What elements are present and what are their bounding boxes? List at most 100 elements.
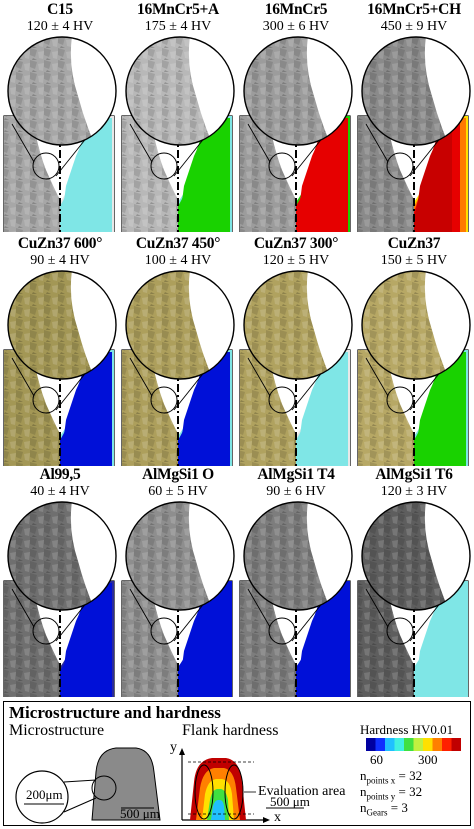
detail-marker (386, 386, 414, 414)
material-name: CuZn37 600° (17, 235, 103, 252)
tooth-profile (4, 581, 60, 697)
detail-marker (268, 386, 296, 414)
tooth-profile (358, 116, 414, 232)
micrograph-figure (239, 270, 353, 466)
detail-marker (150, 152, 178, 180)
zoom-circle (125, 36, 235, 146)
tooth-profile (240, 350, 296, 466)
tooth-profile (122, 116, 178, 232)
detail-marker (150, 617, 178, 645)
hardness-colorbar (366, 738, 461, 751)
zoom-circle (243, 36, 353, 146)
material-cell: CuZn37 300° 120 ± 5 HV (238, 236, 354, 468)
zoom-circle (7, 270, 117, 380)
material-name: CuZn37 (387, 235, 441, 252)
hardness-value: 60 ± 5 HV (148, 484, 208, 499)
micrograph-figure (239, 501, 353, 697)
legend-graphics (15, 738, 461, 824)
material-cell: CuZn37 600° 90 ± 4 HV (2, 236, 118, 468)
hardness-value: 90 ± 4 HV (30, 253, 90, 268)
material-name: CuZn37 450° (135, 235, 221, 252)
zoom-circle (243, 270, 353, 380)
x-axis-label: x (274, 810, 281, 825)
zoom-circle (125, 501, 235, 611)
colorbar-swatch (432, 738, 442, 751)
tooth-profile (122, 581, 178, 697)
zoom-circle (243, 501, 353, 611)
tooth-profile (240, 581, 296, 697)
flank-hardness-label: Flank hardness (182, 722, 279, 739)
tooth-profile (4, 350, 60, 466)
material-name: 16MnCr5+A (137, 1, 219, 18)
material-name: AlMgSi1 T6 (375, 466, 453, 483)
material-name: Al99,5 (39, 466, 81, 483)
zoom-circle (7, 501, 117, 611)
n-points-y: npoints y = 32 (360, 784, 423, 802)
material-cell: C15 120 ± 4 HV (2, 2, 118, 234)
legend-title: Microstructure and hardness (9, 703, 221, 722)
hardness-value: 120 ± 4 HV (26, 19, 94, 34)
colorbar-swatch (404, 738, 414, 751)
micrograph-figure (239, 36, 353, 232)
hardness-value: 300 ± 6 HV (262, 19, 330, 34)
flank-scale-label: 500 μm (270, 794, 310, 809)
material-cell: AlMgSi1 T4 90 ± 6 HV (238, 467, 354, 699)
tooth-profile (122, 350, 178, 466)
y-axis-label: y (170, 740, 177, 755)
detail-marker (386, 152, 414, 180)
micrograph-figure (121, 501, 235, 697)
hardness-value: 40 ± 4 HV (30, 484, 90, 499)
microstructure-label: Microstructure (9, 722, 105, 739)
zoom-circle (361, 501, 471, 611)
colorbar-swatch (385, 738, 395, 751)
micrograph-figure (357, 270, 471, 466)
tooth-profile (4, 116, 60, 232)
material-cell: AlMgSi1 T6 120 ± 3 HV (356, 467, 472, 699)
material-cell: Al99,5 40 ± 4 HV (2, 467, 118, 699)
zoom-circle (361, 270, 471, 380)
micrograph-figure (3, 36, 117, 232)
micrograph-figure (3, 501, 117, 697)
material-cell: CuZn37 150 ± 5 HV (356, 236, 472, 468)
micrograph-figure (357, 501, 471, 697)
material-cell: 16MnCr5 300 ± 6 HV (238, 2, 354, 234)
detail-marker (32, 152, 60, 180)
material-cell: CuZn37 450° 100 ± 4 HV (120, 236, 236, 468)
material-cell: 16MnCr5+A 175 ± 4 HV (120, 2, 236, 234)
micrograph-figure (3, 270, 117, 466)
detail-marker (32, 386, 60, 414)
tooth-scale-label: 500 μm (120, 806, 160, 821)
material-cell: AlMgSi1 O 60 ± 5 HV (120, 467, 236, 699)
material-name: AlMgSi1 O (142, 466, 214, 483)
colorbar-swatch (451, 738, 461, 751)
colorbar-swatch (375, 738, 385, 751)
schematic-tooth (91, 747, 161, 821)
zoom-circle (7, 36, 117, 146)
tick-60: 60 (370, 752, 383, 767)
material-name: 16MnCr5 (264, 1, 328, 18)
material-name: CuZn37 300° (253, 235, 339, 252)
micrograph-figure (357, 36, 471, 232)
tooth-profile (358, 350, 414, 466)
material-name: 16MnCr5+CH (367, 1, 461, 18)
hardness-scale-title: Hardness HV0.01 (360, 722, 454, 737)
hardness-value: 175 ± 4 HV (144, 19, 212, 34)
evaluation-area-label: Evaluation area (258, 784, 346, 799)
zoom-circle (361, 36, 471, 146)
colorbar-swatch (423, 738, 433, 751)
detail-marker (32, 617, 60, 645)
detail-marker (268, 152, 296, 180)
colorbar-swatch (366, 738, 376, 751)
schematic-small-circle (91, 775, 117, 801)
tick-300: 300 (418, 752, 438, 767)
hardness-value: 90 ± 6 HV (266, 484, 326, 499)
n-gears: nGears = 3 (360, 800, 408, 818)
material-name: C15 (47, 1, 73, 18)
colorbar-swatch (413, 738, 423, 751)
colorbar-swatch (394, 738, 404, 751)
detail-marker (150, 386, 178, 414)
tooth-profile (240, 116, 296, 232)
micrograph-figure (121, 36, 235, 232)
material-name: AlMgSi1 T4 (257, 466, 335, 483)
hardness-value: 450 ± 9 HV (380, 19, 448, 34)
